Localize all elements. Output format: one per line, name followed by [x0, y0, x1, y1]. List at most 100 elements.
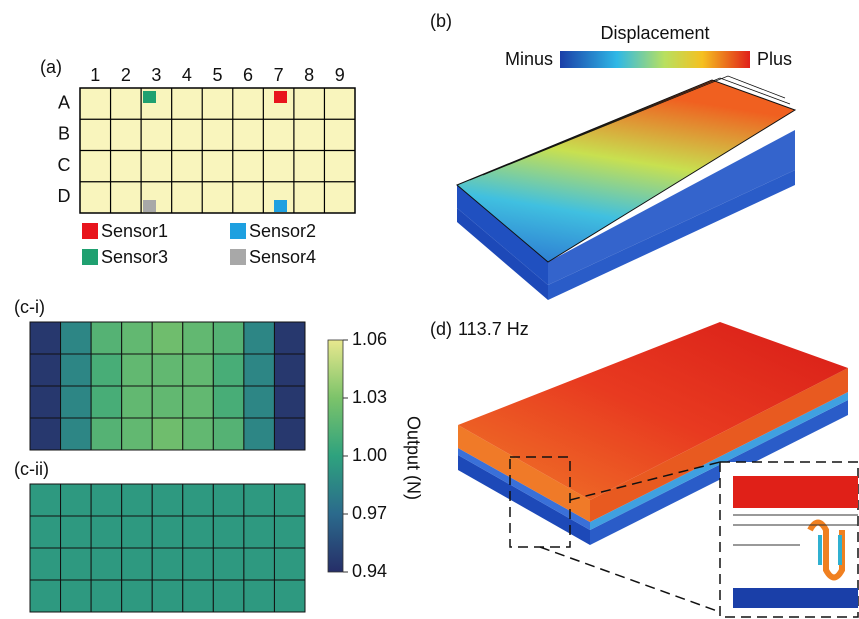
row-label: A	[58, 92, 70, 112]
heatmap-cell	[91, 322, 122, 354]
column-label: 3	[151, 65, 161, 85]
heatmap-cell	[30, 322, 61, 354]
heatmap-cell	[152, 548, 183, 580]
heatmap-cell	[122, 516, 153, 548]
heatmap-cell	[61, 580, 92, 612]
heatmap-cell	[152, 484, 183, 516]
heatmap-cell	[244, 418, 275, 450]
legend-swatch	[230, 249, 246, 265]
heatmap-cell	[213, 580, 244, 612]
heatmap-cell	[244, 548, 275, 580]
colorbar-tick-label: 0.94	[352, 561, 387, 581]
heatmap-cell	[152, 516, 183, 548]
colorbar-tick-label: 1.00	[352, 445, 387, 465]
heatmap-cell	[91, 580, 122, 612]
column-label: 8	[304, 65, 314, 85]
heatmap-cell	[274, 322, 305, 354]
colorbar-low: Minus	[505, 49, 553, 69]
figure: (a) (b) Displacement Minus Plus (c-i) (c…	[0, 0, 859, 619]
colorbar-label: Output (N)	[403, 416, 423, 500]
heatmap-cell	[61, 418, 92, 450]
heatmap-cell	[244, 580, 275, 612]
heatmap-cell	[152, 354, 183, 386]
heatmap-cell	[122, 548, 153, 580]
heatmap-cell	[122, 580, 153, 612]
heatmap-cell	[91, 418, 122, 450]
legend-label: Sensor4	[249, 247, 316, 267]
legend-label: Sensor3	[101, 247, 168, 267]
heatmap-cell	[244, 322, 275, 354]
sensor-marker	[143, 200, 156, 212]
heatmap-cell	[122, 322, 153, 354]
heatmap-cell	[122, 386, 153, 418]
row-label: C	[58, 155, 71, 175]
heatmap-cell	[274, 386, 305, 418]
colorbar-tick-label: 0.97	[352, 503, 387, 523]
heatmap-cell	[244, 484, 275, 516]
heatmap-cell	[91, 484, 122, 516]
column-label: 1	[90, 65, 100, 85]
heatmap-cell	[183, 548, 214, 580]
column-label: 5	[212, 65, 222, 85]
heatmap-cell	[30, 548, 61, 580]
colorbar	[560, 51, 750, 68]
heatmap-cell	[122, 484, 153, 516]
frequency-label: 113.7 Hz	[458, 319, 529, 339]
column-label: 4	[182, 65, 192, 85]
panel-label: (c-i)	[14, 297, 45, 317]
heatmap-cell	[152, 386, 183, 418]
colorbar-tick-label: 1.06	[352, 329, 387, 349]
heatmap-cell	[183, 484, 214, 516]
legend-label: Sensor2	[249, 221, 316, 241]
heatmap-cell	[183, 322, 214, 354]
heatmap-cell	[152, 418, 183, 450]
legend-label: Sensor1	[101, 221, 168, 241]
column-label: 2	[121, 65, 131, 85]
heatmap-cell	[61, 548, 92, 580]
heatmap-cell	[152, 580, 183, 612]
heatmap-cell	[61, 484, 92, 516]
colorbar	[328, 340, 343, 572]
panel-label: (a)	[40, 57, 62, 77]
heatmap-cell	[244, 516, 275, 548]
heatmap-cell	[183, 418, 214, 450]
sensor-marker	[274, 200, 287, 212]
heatmap-cell	[213, 322, 244, 354]
heatmap-cell	[91, 386, 122, 418]
heatmap-cell	[91, 516, 122, 548]
panel-label: (b)	[430, 11, 452, 31]
heatmap-cell	[30, 580, 61, 612]
heatmap-cell	[183, 354, 214, 386]
column-label: 7	[274, 65, 284, 85]
heatmap-cell	[274, 580, 305, 612]
heatmap-cell	[183, 386, 214, 418]
heatmap-cell	[244, 354, 275, 386]
heatmap-cell	[91, 354, 122, 386]
heatmap-cell	[61, 516, 92, 548]
heatmap-cell	[213, 354, 244, 386]
heatmap-cell	[213, 516, 244, 548]
heatmap-cell	[183, 580, 214, 612]
column-label: 6	[243, 65, 253, 85]
row-label: B	[58, 124, 70, 144]
heatmap-cell	[213, 386, 244, 418]
heatmap-cell	[244, 386, 275, 418]
heatmap-cell	[30, 354, 61, 386]
legend-swatch	[230, 223, 246, 239]
heatmap-cell	[213, 484, 244, 516]
legend-swatch	[82, 223, 98, 239]
heatmap-cell	[274, 516, 305, 548]
heatmap-cell	[30, 418, 61, 450]
heatmap-cell	[274, 418, 305, 450]
heatmap-cell	[274, 548, 305, 580]
heatmap-cell	[152, 322, 183, 354]
heatmap-cell	[61, 322, 92, 354]
heatmap-cell	[122, 418, 153, 450]
panel-label: (c-ii)	[14, 459, 49, 479]
panel-label: (d)	[430, 319, 452, 339]
column-label: 9	[335, 65, 345, 85]
heatmap-cell	[30, 484, 61, 516]
colorbar-title: Displacement	[600, 23, 709, 43]
colorbar-tick-label: 1.03	[352, 387, 387, 407]
render-b	[457, 76, 795, 300]
